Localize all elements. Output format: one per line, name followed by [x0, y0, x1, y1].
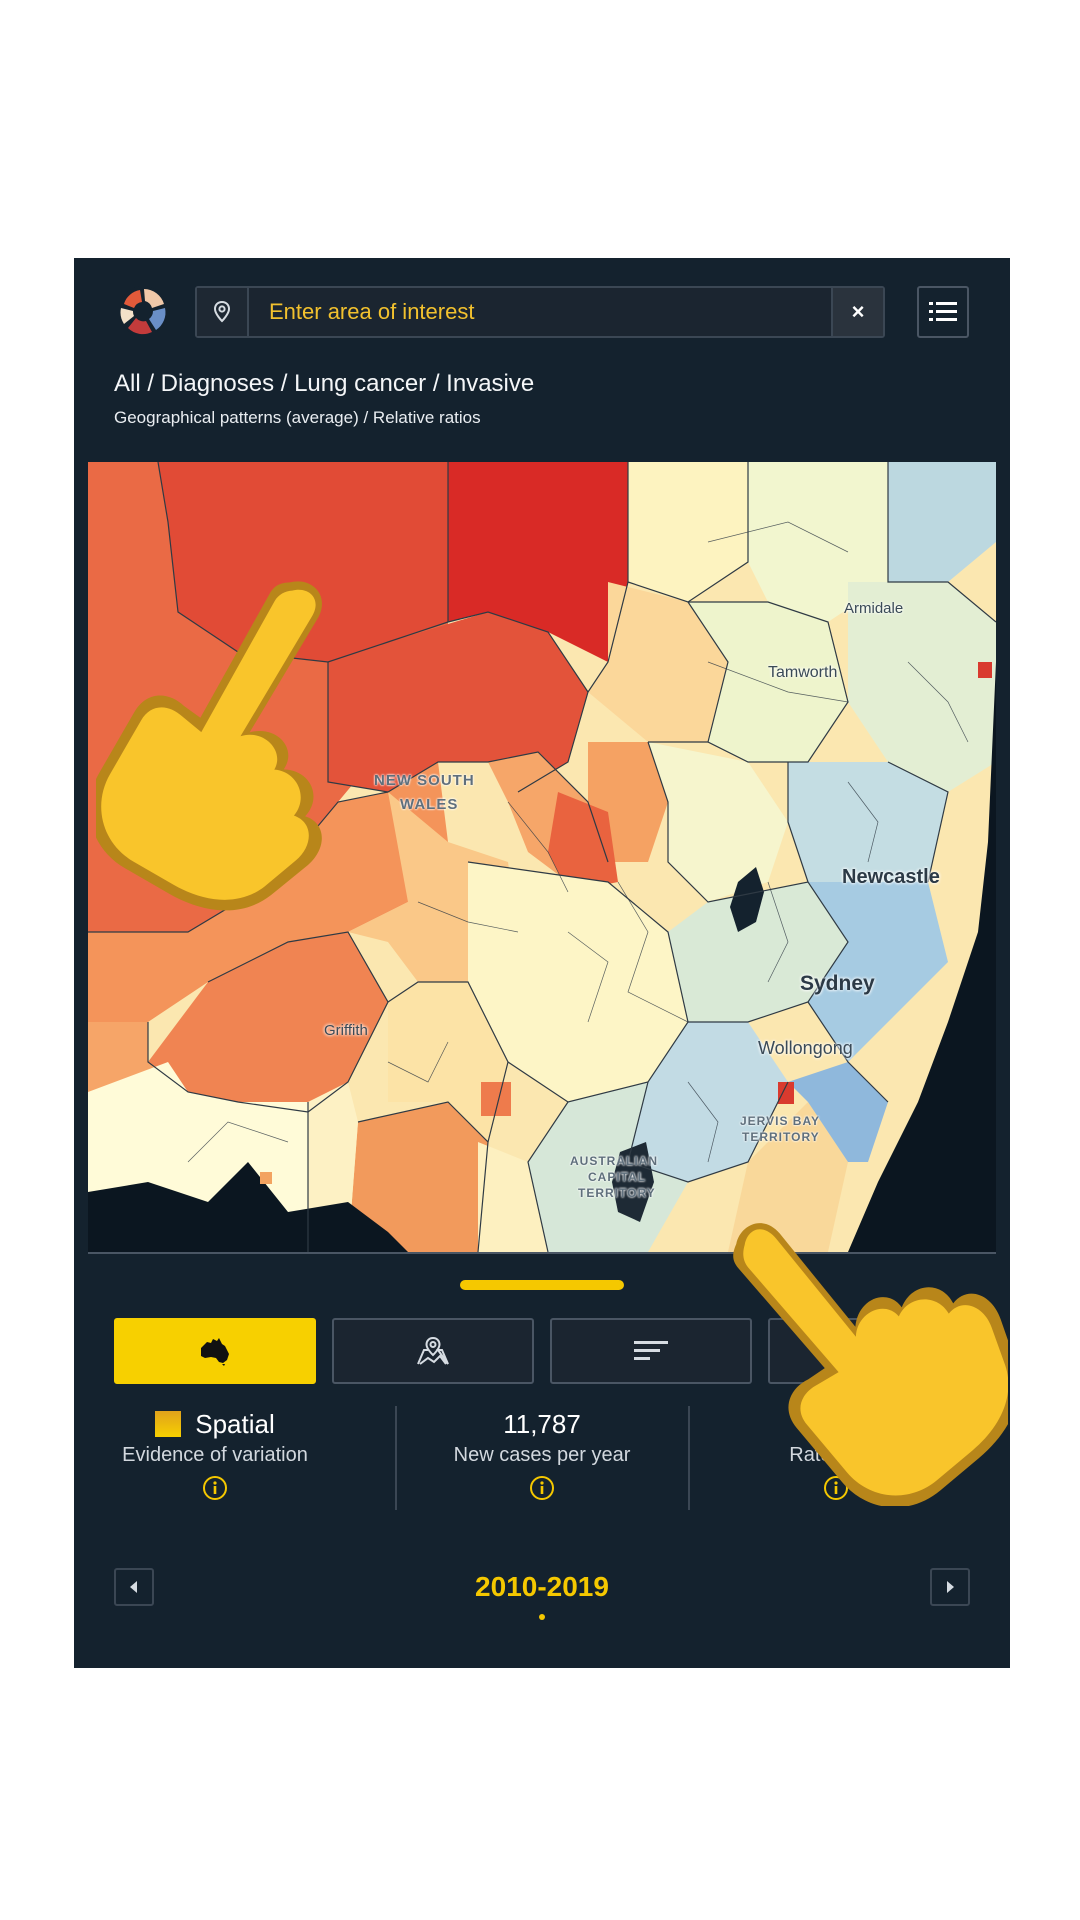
- chevron-right-icon: [947, 1581, 954, 1593]
- clear-search-button[interactable]: ×: [831, 288, 883, 336]
- stat-spatial: Spatial Evidence of variation: [75, 1408, 355, 1506]
- map-region-label: WALES: [400, 796, 459, 813]
- stat-value: 11,787: [503, 1408, 581, 1439]
- legend-swatch: [155, 1411, 182, 1437]
- pointing-hand-icon: [733, 1223, 1008, 1506]
- chevron-left-icon: [130, 1581, 137, 1593]
- city-label-sydney: Sydney: [800, 972, 875, 995]
- page-subtitle: Geographical patterns (average) / Relati…: [114, 408, 481, 427]
- location-pin-icon: [213, 301, 231, 323]
- drawer-handle[interactable]: [460, 1280, 624, 1290]
- city-label-wollongong: Wollongong: [758, 1038, 853, 1058]
- breadcrumb[interactable]: All / Diagnoses / Lung cancer / Invasive: [114, 370, 535, 397]
- close-icon: ×: [851, 299, 865, 324]
- stat-new-cases: 11,787 New cases per year: [402, 1408, 682, 1506]
- stat-divider: [688, 1406, 690, 1510]
- info-icon[interactable]: [529, 1475, 555, 1501]
- menu-button[interactable]: [917, 286, 969, 338]
- info-icon[interactable]: [202, 1475, 228, 1501]
- map-region-label: TERRITORY: [742, 1130, 820, 1144]
- australia-icon: [201, 1338, 229, 1366]
- pointing-hand-icon: [96, 581, 322, 911]
- map-pin-icon: [417, 1336, 449, 1365]
- search-bar: ×: [195, 286, 885, 338]
- bars-icon: [634, 1341, 668, 1360]
- info-icon[interactable]: [823, 1475, 849, 1501]
- search-input[interactable]: [249, 288, 831, 336]
- map-region-label: TERRITORY: [578, 1186, 656, 1200]
- stat-divider: [395, 1406, 397, 1510]
- view-map-button[interactable]: [332, 1318, 534, 1384]
- map-region-label: JERVIS BAY: [740, 1114, 821, 1128]
- stat-caption: New cases per year: [453, 1444, 631, 1466]
- view-australia-button[interactable]: [114, 1318, 316, 1384]
- city-label-newcastle: Newcastle: [842, 866, 940, 888]
- map-region-label: CAPITAL: [588, 1170, 647, 1184]
- app-panel: × All / Diagnoses / Lung cancer / Invasi…: [74, 258, 1010, 1668]
- previous-period-button[interactable]: [114, 1568, 154, 1606]
- stat-caption: Evidence of variation: [122, 1444, 308, 1466]
- city-label-griffith: Griffith: [324, 1022, 368, 1039]
- city-label-tamworth: Tamworth: [768, 664, 838, 681]
- city-label-armidale: Armidale: [844, 600, 904, 617]
- period-indicator-dot: [539, 1614, 545, 1620]
- map-region-label: AUSTRALIAN: [570, 1154, 658, 1168]
- stat-value: Spatial: [195, 1408, 275, 1439]
- list-menu-icon: [929, 302, 957, 321]
- period-label: 2010-2019: [475, 1571, 609, 1602]
- logo-icon: [118, 286, 168, 336]
- next-period-button[interactable]: [930, 1568, 970, 1606]
- location-pin-button[interactable]: [197, 288, 249, 336]
- map-region-label: NEW SOUTH: [374, 772, 475, 789]
- view-chart-button[interactable]: [550, 1318, 752, 1384]
